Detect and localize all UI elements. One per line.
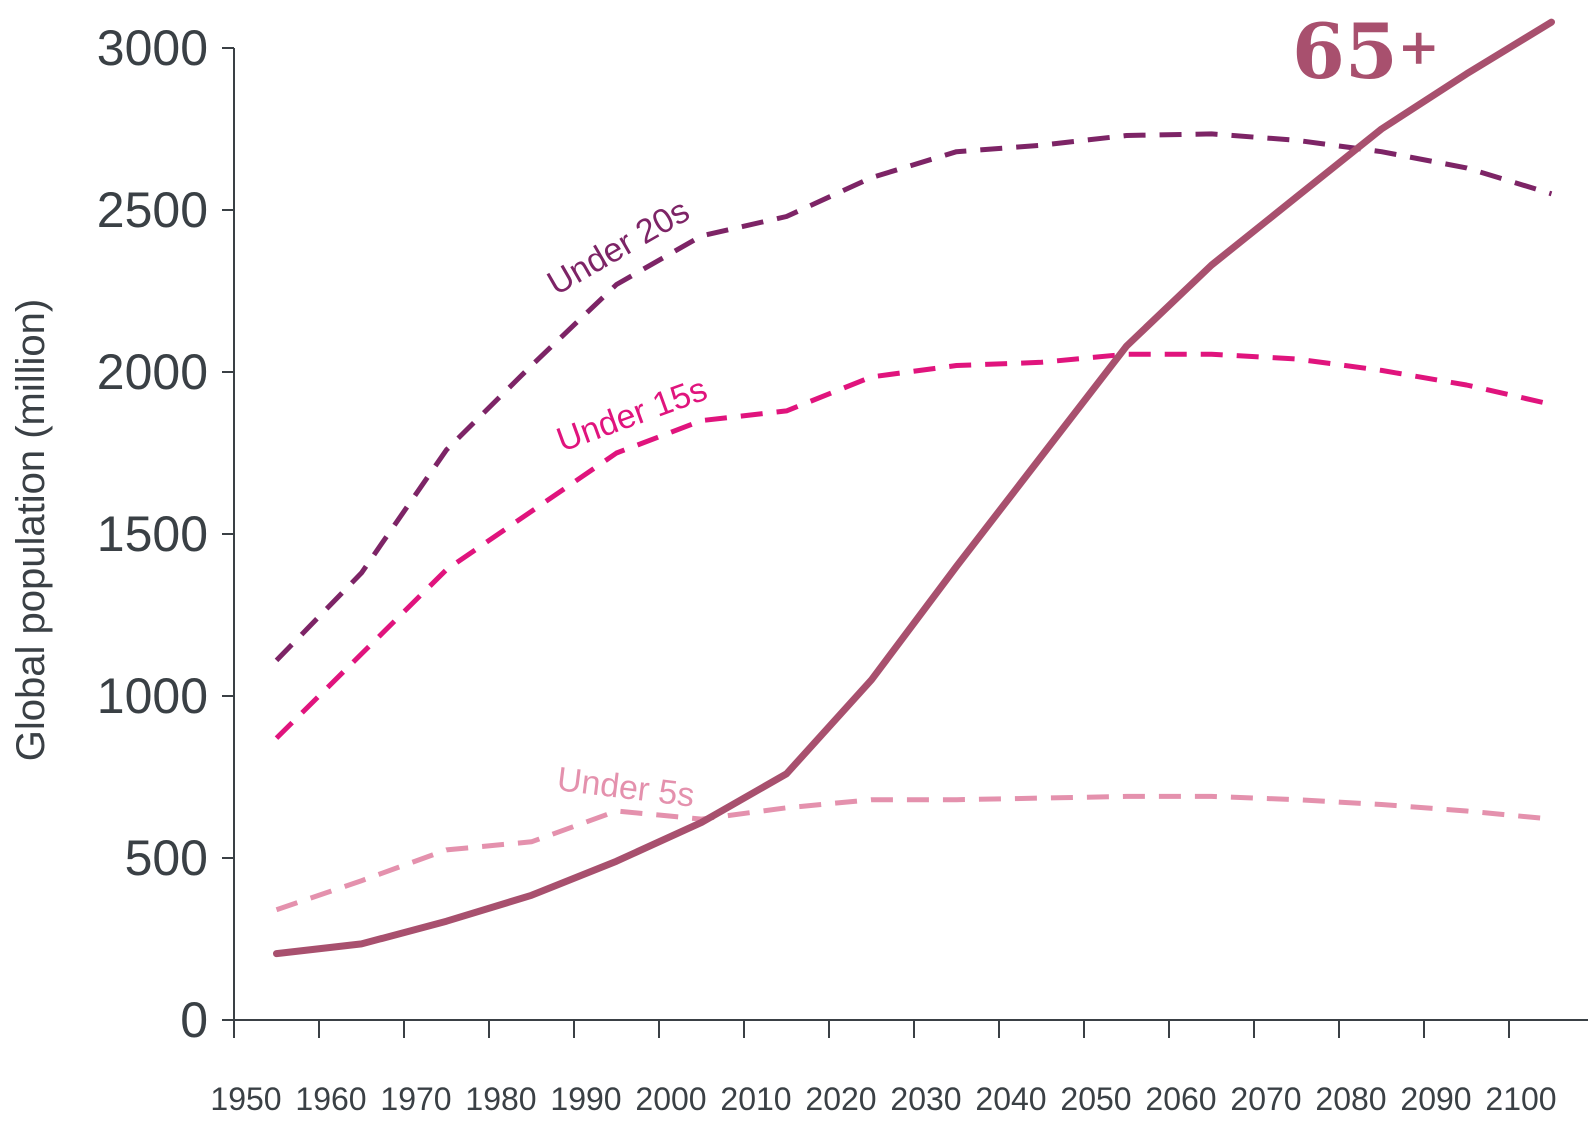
x-tick-label: 2060	[1145, 1081, 1216, 1117]
y-tick-label: 2500	[97, 182, 208, 238]
x-tick-label: 2000	[635, 1081, 706, 1117]
series-under-5s-line	[275, 793, 1552, 913]
x-tick-label: 2030	[890, 1081, 961, 1117]
x-tick-label: 1970	[380, 1081, 451, 1117]
y-tick-label: 2000	[97, 344, 208, 400]
series-label-under-5s: Under 5s	[555, 760, 697, 815]
x-tick-label: 2050	[1060, 1081, 1131, 1117]
series-label-65-plus-sign: +	[1398, 17, 1440, 76]
x-tick-label: 2040	[975, 1081, 1046, 1117]
x-tick-label: 2080	[1315, 1081, 1386, 1117]
y-tick-label: 1500	[97, 506, 208, 562]
x-tick-label: 1960	[295, 1081, 366, 1117]
x-tick-label: 1990	[550, 1081, 621, 1117]
y-tick-label: 1000	[97, 668, 208, 724]
series-label-65-plus: 65+	[1292, 7, 1440, 96]
series-group	[273, 18, 1555, 958]
axes	[222, 48, 1588, 1021]
x-tick-label: 1980	[465, 1081, 536, 1117]
y-tick-label: 0	[180, 992, 208, 1048]
y-axis-title: Global population (million)	[9, 299, 53, 761]
x-tick-label: 2090	[1400, 1081, 1471, 1117]
x-tick-label: 1950	[210, 1081, 281, 1117]
series-label-under-15s: Under 15s	[552, 370, 712, 459]
series-65-plus-line	[273, 18, 1555, 958]
x-tick-label: 2020	[805, 1081, 876, 1117]
x-tick-label: 2070	[1230, 1081, 1301, 1117]
y-tick-label: 3000	[97, 20, 208, 76]
series-under-15s-line	[274, 351, 1553, 740]
x-tick-group: 1950 1960 1970 1980 1990 2000 2010 2020 2030 2040…	[210, 1020, 1557, 1117]
series-label-65-main: 65	[1292, 7, 1398, 96]
y-tick-label: 500	[125, 830, 208, 886]
x-tick-label: 2100	[1485, 1081, 1556, 1117]
x-tick-label: 2010	[720, 1081, 791, 1117]
series-under-20s-line	[274, 131, 1553, 663]
y-tick-group: 0 500 1000 1500 2000 2500 3000	[97, 20, 234, 1048]
